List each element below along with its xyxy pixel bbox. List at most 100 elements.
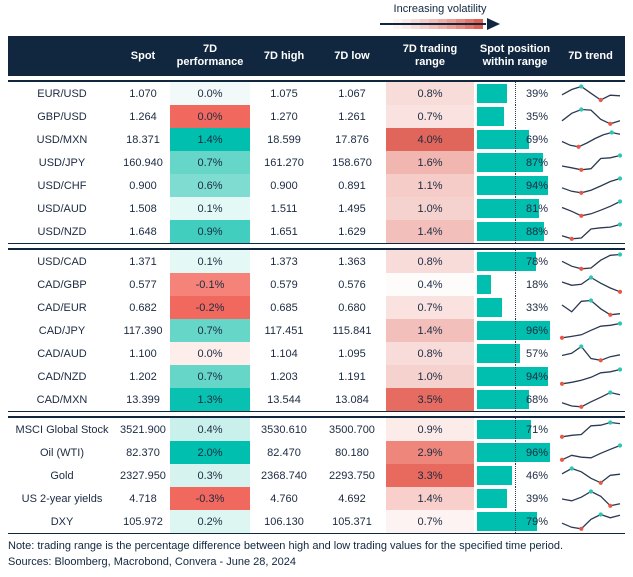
trend-sparkline <box>556 82 625 105</box>
performance-cell: 2.0% <box>170 441 250 464</box>
trading-range-cell: 0.4% <box>386 273 474 296</box>
position-label: 39% <box>526 87 549 100</box>
volatility-legend: Increasing volatility <box>380 3 500 31</box>
high-value: 117.451 <box>264 324 304 337</box>
spark-high-dot <box>588 297 593 303</box>
performance-cell: 0.3% <box>170 464 250 487</box>
position-bar <box>477 298 503 317</box>
trading-range-cell: 0.8% <box>386 342 474 365</box>
row-label: USD/JPY <box>38 156 86 169</box>
performance-cell: 0.0% <box>170 105 250 128</box>
row-label: CAD/MXN <box>36 393 88 406</box>
trading-range-cell: 1.4% <box>386 220 474 243</box>
position-cell: 39% <box>474 82 556 105</box>
row-label: US 2-year yields <box>21 492 103 505</box>
spark-low-dot <box>576 144 581 149</box>
header-position: Spot position within range <box>479 43 551 68</box>
spot-value: 0.682 <box>129 301 157 314</box>
table-row: CAD/NZD 1.202 0.7% 1.203 1.191 1.0% 94% <box>8 365 625 388</box>
position-bar <box>477 367 549 386</box>
trading-range-cell: 0.8% <box>386 250 474 273</box>
low-value: 4.692 <box>338 492 366 505</box>
position-midline <box>515 441 516 464</box>
table-block: USD/CAD 1.371 0.1% 1.373 1.363 0.8% 78% … <box>8 250 625 411</box>
spark-line <box>561 154 620 170</box>
spark-low-dot <box>578 404 583 409</box>
row-label: CAD/EUR <box>37 301 87 314</box>
spark-low-dot <box>578 190 583 195</box>
low-value: 1.495 <box>338 202 366 215</box>
spark-line <box>561 391 620 407</box>
position-label: 81% <box>526 202 549 215</box>
spot-value: 82.370 <box>126 446 160 459</box>
high-value: 1.511 <box>270 202 298 215</box>
position-cell: 96% <box>474 319 556 342</box>
spark-low-dot <box>559 434 564 439</box>
row-label: USD/AUD <box>37 202 87 215</box>
high-value: 1.075 <box>270 87 298 100</box>
spark-line <box>561 253 620 269</box>
spark-high-dot <box>598 511 603 517</box>
spark-low-dot <box>559 457 564 462</box>
performance-cell: 0.4% <box>170 418 250 441</box>
trend-sparkline <box>556 250 625 273</box>
spot-value: 4.718 <box>129 492 157 505</box>
spark-line <box>561 200 620 216</box>
table-row: CAD/GBP 0.577 -0.1% 0.579 0.576 0.4% 18% <box>8 273 625 296</box>
table-header: Spot 7D performance 7D high 7D low 7D tr… <box>8 36 625 76</box>
table-body: EUR/USD 1.070 0.0% 1.075 1.067 0.8% 39% … <box>8 82 625 533</box>
trading-range-cell: 3.5% <box>386 388 474 411</box>
table-row: MSCI Global Stock 3521.900 0.4% 3530.610… <box>8 418 625 441</box>
trend-sparkline <box>556 342 625 365</box>
row-label: Gold <box>50 469 74 482</box>
position-label: 94% <box>526 370 549 383</box>
spot-value: 3521.900 <box>120 423 166 436</box>
position-bar <box>477 84 507 103</box>
position-cell: 96% <box>474 441 556 464</box>
position-midline <box>515 365 516 388</box>
high-value: 2368.740 <box>261 469 307 482</box>
spark-line <box>561 223 620 239</box>
row-label: USD/MXN <box>36 133 88 146</box>
spot-value: 160.940 <box>123 156 163 169</box>
trend-sparkline <box>556 487 625 510</box>
position-bar <box>477 252 537 271</box>
table-row: Gold 2327.950 0.3% 2368.740 2293.750 3.3… <box>8 464 625 487</box>
trend-sparkline <box>556 296 625 319</box>
spark-high-dot <box>588 274 593 280</box>
table-row: CAD/JPY 117.390 0.7% 117.451 115.841 1.4… <box>8 319 625 342</box>
row-label: CAD/AUD <box>37 347 87 360</box>
spark-high-dot <box>609 129 614 135</box>
spark-low-dot <box>607 503 612 508</box>
position-cell: 18% <box>474 273 556 296</box>
position-midline <box>515 319 516 342</box>
table-row: USD/JPY 160.940 0.7% 161.270 158.670 1.6… <box>8 151 625 174</box>
low-value: 0.576 <box>338 278 366 291</box>
spark-line <box>561 513 620 529</box>
position-label: 96% <box>526 324 549 337</box>
low-value: 0.891 <box>338 179 366 192</box>
high-value: 106.130 <box>264 515 304 528</box>
spark-low-dot <box>607 121 612 126</box>
spot-value: 2327.950 <box>120 469 166 482</box>
spark-high-dot <box>607 419 612 425</box>
position-midline <box>515 128 516 151</box>
position-cell: 79% <box>474 510 556 533</box>
performance-cell: 0.9% <box>170 220 250 243</box>
table-row: USD/NZD 1.648 0.9% 1.651 1.629 1.4% 88% <box>8 220 625 243</box>
spark-line <box>561 322 620 338</box>
row-label: USD/CHF <box>37 179 87 192</box>
row-label: USD/NZD <box>37 225 87 238</box>
position-cell: 78% <box>474 250 556 273</box>
position-midline <box>515 105 516 128</box>
performance-cell: 1.4% <box>170 128 250 151</box>
spark-low-dot <box>578 167 583 172</box>
position-midline <box>515 273 516 296</box>
position-label: 46% <box>526 469 549 482</box>
position-midline <box>515 388 516 411</box>
low-value: 13.084 <box>335 393 369 406</box>
header-separator <box>8 76 625 82</box>
table-bottom-border <box>8 533 625 534</box>
spark-low-dot <box>578 213 583 218</box>
performance-cell: 0.0% <box>170 342 250 365</box>
